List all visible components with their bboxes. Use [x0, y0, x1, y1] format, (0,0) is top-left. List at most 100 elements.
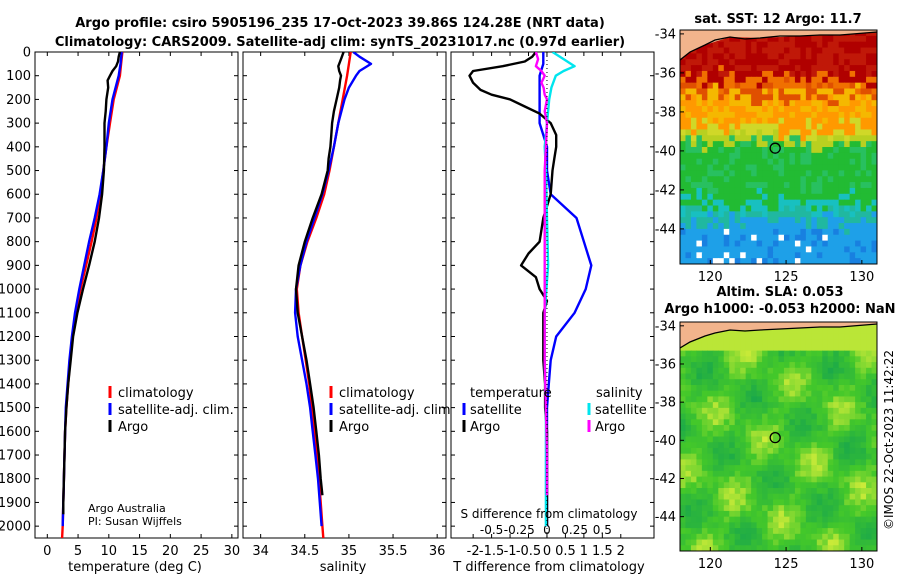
map-cell	[767, 228, 774, 236]
map-cell	[866, 94, 873, 101]
map-cell	[734, 482, 741, 489]
map-cell	[690, 211, 698, 218]
map-cell	[690, 76, 698, 84]
map-cell	[756, 182, 763, 189]
map-cell	[805, 430, 812, 438]
map-cell	[701, 129, 708, 136]
map-cell	[778, 470, 785, 478]
map-cell	[789, 106, 796, 113]
map-cell	[696, 528, 703, 535]
map-cell	[789, 476, 796, 483]
map-cell	[707, 117, 714, 125]
map-cell	[745, 350, 752, 357]
map-cell	[833, 419, 840, 426]
map-cell	[860, 419, 867, 426]
map-cell	[707, 76, 714, 84]
map-cell	[783, 205, 791, 212]
map-cell	[838, 228, 845, 236]
map-cell	[838, 205, 845, 212]
map-cell	[718, 522, 725, 529]
coastline	[680, 323, 877, 349]
map-cell	[701, 465, 708, 472]
map-cell	[805, 65, 812, 72]
map-cell	[794, 442, 801, 449]
map-cell	[871, 158, 877, 166]
map-cell	[838, 170, 845, 177]
map-cell	[849, 430, 856, 438]
map-cell	[707, 436, 714, 443]
map-cell	[789, 465, 796, 472]
map-cell	[833, 182, 840, 189]
map-cell	[712, 442, 719, 449]
map-cell	[866, 516, 873, 523]
map-cell	[805, 499, 812, 506]
map-cell	[723, 356, 730, 363]
map-cell	[811, 367, 818, 375]
sst-map-panel: sat. SST: 12 Argo: 11.7 120 125 130-34-36-…	[655, 12, 878, 285]
map-cell	[805, 436, 812, 443]
map-cell	[745, 252, 752, 259]
map-cell	[794, 193, 801, 201]
map-cell	[701, 436, 708, 443]
map-cell	[696, 339, 703, 346]
map-cell	[816, 70, 823, 78]
map-cell	[729, 252, 736, 259]
map-cell	[778, 252, 785, 259]
map-cell	[751, 493, 758, 501]
map-cell	[816, 111, 823, 119]
map-cell	[833, 100, 840, 107]
map-cell	[734, 413, 741, 420]
map-cell	[767, 240, 774, 248]
map-cell	[762, 413, 769, 420]
map-cell	[844, 528, 851, 535]
map-cell	[773, 350, 780, 357]
map-cell	[827, 211, 834, 218]
map-cell	[833, 135, 840, 142]
map-cell	[680, 158, 687, 166]
map-cell	[800, 447, 807, 455]
map-cell	[849, 453, 856, 460]
map-cell	[685, 344, 692, 352]
map-cell	[789, 356, 796, 363]
map-cell	[822, 339, 829, 346]
map-cell	[827, 419, 834, 426]
map-cell	[800, 176, 807, 183]
map-cell	[833, 476, 840, 483]
map-cell	[718, 425, 725, 432]
map-cell	[811, 379, 818, 386]
map-cell	[789, 123, 796, 131]
map-cell	[751, 516, 758, 523]
map-cell	[844, 199, 851, 207]
difference-legend: temperature satellite Argo salinity sate…	[462, 386, 647, 435]
map-cell	[696, 373, 703, 380]
map-cell	[816, 82, 823, 90]
map-cell	[783, 258, 791, 264]
map-cell	[723, 436, 730, 443]
map-cell	[690, 106, 698, 113]
map-cell	[849, 59, 856, 66]
map-cell	[756, 510, 763, 518]
map-cell	[751, 59, 758, 66]
map-cell	[866, 413, 873, 420]
map-cell	[756, 47, 763, 54]
map-cell	[794, 396, 801, 403]
map-cell	[816, 333, 823, 340]
map-lon-label: 125	[774, 270, 799, 285]
map-cell	[729, 123, 736, 131]
map-cell	[849, 147, 856, 154]
map-cell	[718, 100, 725, 107]
map-cell	[800, 164, 807, 171]
map-cell	[811, 176, 818, 183]
map-cell	[718, 53, 725, 60]
map-cell	[844, 419, 851, 426]
map-cell	[734, 41, 741, 49]
map-cell	[707, 187, 714, 195]
map-cell	[794, 76, 801, 84]
map-cell	[690, 362, 698, 369]
map-cell	[844, 65, 851, 72]
map-cell	[756, 240, 763, 248]
map-cell	[680, 476, 687, 483]
map-cell	[696, 176, 703, 183]
map-cell	[855, 111, 862, 119]
map-cell	[789, 505, 796, 512]
